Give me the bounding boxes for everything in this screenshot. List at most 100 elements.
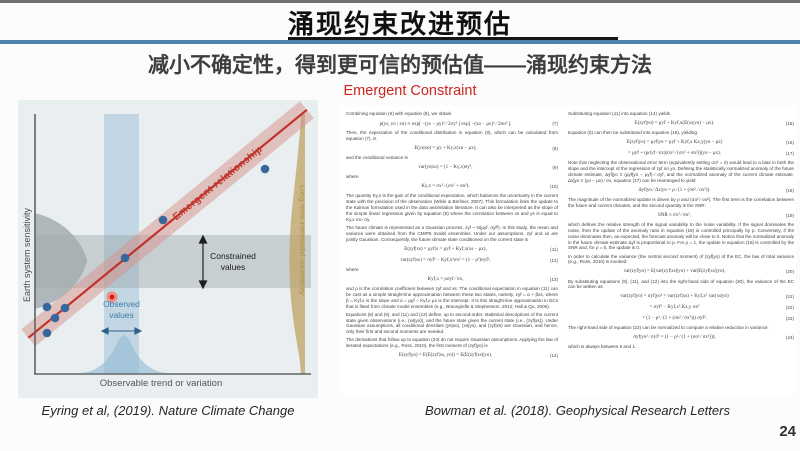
paper-paragraph: Equations (8) and (9), and (11) and (12)… xyxy=(346,311,558,335)
regression-line xyxy=(27,108,308,339)
equation-number: (24) xyxy=(785,334,794,340)
observed-pdf-curve xyxy=(80,335,168,373)
paper-paragraph: By substituting equations (9), (11), and… xyxy=(568,278,794,290)
equation-number: (18) xyxy=(785,187,794,193)
header-divider xyxy=(0,40,800,44)
model-point xyxy=(60,303,70,313)
emergent-constraint-figure: Earth system sensitivity Observable tren… xyxy=(18,100,318,398)
paper-paragraph: Combining equation (6) with equation (8)… xyxy=(346,111,452,117)
model-point xyxy=(260,164,270,174)
observed-range-arrow xyxy=(100,327,143,335)
equation-number: (11) xyxy=(550,247,558,252)
equation-body: Ky,x = σx² ⁄ (σx² + σo²). xyxy=(421,184,470,190)
equation-body: var(zyf|yo) = E(var(zyf|xs)|yo) + var(E(… xyxy=(623,269,726,275)
equation-body: p(ys, yo | xo) ∝ exp[ −(ys − μy)² ⁄ 2σy²… xyxy=(379,121,512,127)
model-point xyxy=(42,302,52,312)
constrained-values-label: Constrained values xyxy=(210,251,256,273)
equation-body: E(zyf|yo) = E(E(zyf|xs, yo)) = E(E(zyf|x… xyxy=(398,353,493,359)
paper-paragraph: The future climate is represented as a G… xyxy=(346,225,558,242)
equation-number: (16) xyxy=(785,140,794,146)
model-point xyxy=(120,253,130,263)
paper-equation: E(zyf|xs) = μyf|x = μyf + Kyf,x(xs − μx)… xyxy=(346,246,558,254)
paper-paragraph: which is always between 0 and 1. xyxy=(568,343,637,349)
equation-body: Δyf|yo ⁄ Δx|yo = ρ ⁄ (1 + (σo² ⁄ σx²)). xyxy=(638,187,711,193)
equation-number: (10) xyxy=(549,184,558,190)
figure-canvas xyxy=(18,100,318,398)
paper-equation: var(zyf|yo) = σyf|yo² = var(zyf|xs) + Ky… xyxy=(568,293,794,301)
paper-paragraph: and the conditional variance is xyxy=(346,155,408,161)
equation-number: (14) xyxy=(549,353,558,359)
equation-body: = (1 − ρ² ⁄ (1 + (σo² ⁄ σx²))) σyf². xyxy=(642,315,707,321)
paper-equation: σyf|yo² ⁄ σyf² = (1 − ρ² ⁄ (1 + (σo² ⁄ σ… xyxy=(568,333,794,341)
observed-values-label: Observed values xyxy=(103,299,140,321)
equation-number: (12) xyxy=(549,257,558,263)
intermodel-uncertainty-label: Long-term intermodel uncertainty xyxy=(298,184,307,296)
paper-column-1: Combining equation (6) with equation (8)… xyxy=(346,109,558,362)
paper-paragraph: The quantity Ky,x is the gain of the con… xyxy=(346,193,558,223)
observed-point-core xyxy=(109,294,115,300)
paper-equation: Kyf,x = ρσyf ⁄ σx, (13) xyxy=(346,275,559,283)
paper-citation: Bowman et al. (2018). Geophysical Resear… xyxy=(425,403,730,418)
page-number: 24 xyxy=(779,423,796,440)
paper-paragraph: where xyxy=(346,266,359,272)
equation-body: var(zyf|xs) = σyf² − Kyf,x²σx² = (1 − ρ²… xyxy=(400,257,491,263)
emergent-constraint-heading: Emergent Constraint xyxy=(343,83,477,99)
constrained-pdf-curve xyxy=(35,213,87,309)
paper-paragraph: The derivations that follow up to equati… xyxy=(346,337,558,349)
model-point xyxy=(42,328,52,338)
equation-number: (15) xyxy=(785,121,794,127)
paper-equation: E(zyf|yo) = μyf + Kyf,x(E(xs|yo) − μx). (… xyxy=(568,120,794,128)
paper-equation: = μyf + (ρσyf ⁄ σx)(σx² ⁄ (σx² + σo²))(y… xyxy=(568,149,794,157)
constrained-range-arrow xyxy=(198,234,208,290)
paper-equation: SNR ≡ σx² ⁄ σo², (19) xyxy=(568,211,794,219)
paper-equation: var(zyf|yo) = E(var(zyf|xs)|yo) + var(E(… xyxy=(568,268,794,276)
equation-number: (20) xyxy=(785,269,794,275)
equation-body: E(zyf|xs) = μyf|x = μyf + Kyf,x(xs − μx)… xyxy=(404,247,487,252)
equation-number: (17) xyxy=(785,150,794,156)
equation-body: E(ys|xo) = μy + Ky,x(xo − μx), xyxy=(414,146,477,152)
equation-number: (7) xyxy=(552,121,558,127)
equation-body: E(zyf|yo) = μyf|yo = μyf + Kyf,x Kx,y(yo… xyxy=(626,140,723,146)
equation-number: (19) xyxy=(785,212,794,218)
equation-body: var(ys|xo) = (1 − Ky,x)σy², xyxy=(418,165,473,171)
paper-page: Combining equation (6) with equation (8)… xyxy=(340,106,796,395)
equation-number: (21) xyxy=(785,294,794,300)
paper-paragraph: In order to calculate the variance (the … xyxy=(568,253,794,265)
model-point xyxy=(50,313,60,323)
equation-body: = σyf² − Kyf,x² Kx,y σx² xyxy=(649,305,700,310)
model-point xyxy=(158,215,168,225)
equation-number: (13) xyxy=(549,276,558,282)
emergent-regression xyxy=(21,101,314,347)
y-axis-label: Earth system sensitivity xyxy=(22,207,32,303)
intermodel-pdf-curve xyxy=(289,114,305,374)
paper-paragraph: Then, the expectation of the conditional… xyxy=(346,130,558,142)
paper-equation: = σyf² − Kyf,x² Kx,y σx² (22) xyxy=(568,304,794,312)
slide-top-border xyxy=(0,0,800,3)
equation-body: SNR ≡ σx² ⁄ σo², xyxy=(657,212,692,218)
model-scatter-points xyxy=(42,164,270,338)
x-axis-label: Observable trend or variation xyxy=(99,378,223,389)
equation-number: (9) xyxy=(552,165,558,171)
paper-paragraph: and ρ is the correlation coefficient bet… xyxy=(346,285,558,309)
paper-column-2: Substituting equation (11) into equation… xyxy=(568,109,794,352)
title-underline xyxy=(288,37,618,40)
paper-equation: E(ys|xo) = μy + Ky,x(xo − μx), (8) xyxy=(346,145,558,153)
equation-number: (23) xyxy=(785,315,794,321)
paper-equation: Δyf|yo ⁄ Δx|yo = ρ ⁄ (1 + (σo² ⁄ σx²)). (… xyxy=(568,186,794,194)
paper-equation: var(zyf|xs) = σyf² − Kyf,x²σx² = (1 − ρ²… xyxy=(346,256,558,264)
equation-number: (22) xyxy=(785,305,794,310)
paper-equation: p(ys, yo | xo) ∝ exp[ −(ys − μy)² ⁄ 2σy²… xyxy=(346,120,558,128)
equation-body: Kyf,x = ρσyf ⁄ σx, xyxy=(427,276,464,282)
observed-point-marker xyxy=(106,291,118,303)
equation-number: (8) xyxy=(552,146,558,152)
paper-paragraph: The right-hand side of equation (22) can… xyxy=(568,324,769,330)
paper-equation: Ky,x = σx² ⁄ (σx² + σo²). (10) xyxy=(346,183,558,191)
paper-paragraph: Note that neglecting the observational e… xyxy=(568,159,794,183)
paper-equation: var(ys|xo) = (1 − Ky,x)σy², (9) xyxy=(346,164,558,172)
paper-equation: E(zyf|yo) = μyf|yo = μyf + Kyf,x Kx,y(yo… xyxy=(568,139,794,147)
paper-equation: = (1 − ρ² ⁄ (1 + (σo² ⁄ σx²))) σyf². (23) xyxy=(568,314,794,322)
paper-paragraph: Substituting equation (11) into equation… xyxy=(568,111,671,117)
slide-title: 涌现约束改进预估 xyxy=(287,9,512,39)
equation-body: σyf|yo² ⁄ σyf² = (1 − ρ² ⁄ (1 + (σo² ⁄ σ… xyxy=(633,334,716,340)
paper-equation: E(zyf|yo) = E(E(zyf|xs, yo)) = E(E(zyf|x… xyxy=(346,352,558,360)
